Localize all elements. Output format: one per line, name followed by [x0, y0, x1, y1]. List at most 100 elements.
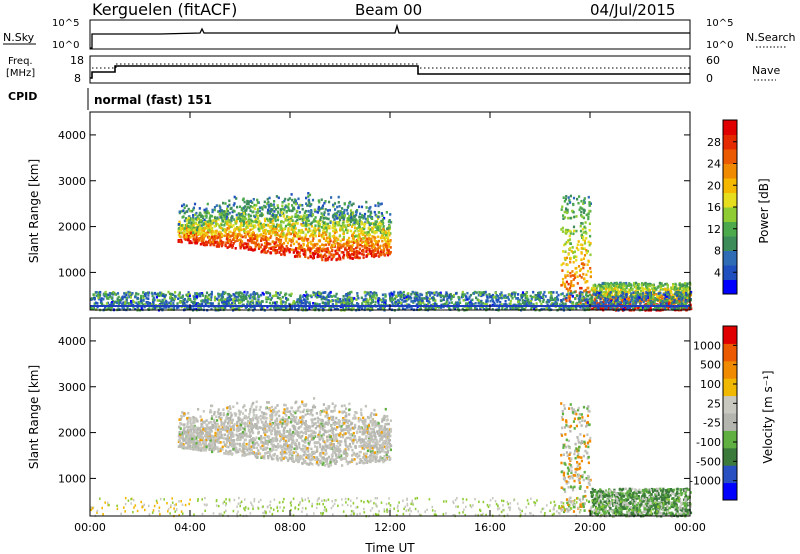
echo-cell [255, 204, 258, 207]
echo-cell [562, 214, 565, 217]
echo-cell [566, 202, 569, 206]
echo-cell [511, 292, 514, 296]
echo-cell [611, 283, 614, 286]
echo-cell [280, 227, 283, 230]
echo-cell [418, 298, 421, 301]
echo-cell [240, 213, 243, 216]
echo-cell [320, 297, 323, 301]
echo-cell [308, 201, 311, 204]
echo-cell [328, 255, 331, 259]
echo-cell [678, 300, 682, 304]
echo-cell [327, 302, 330, 305]
echo-cell [178, 220, 181, 224]
echo-cell [582, 216, 585, 220]
echo-cell [302, 301, 305, 305]
echo-cell [268, 209, 271, 213]
echo-cell [387, 245, 390, 248]
echo-cell [212, 219, 215, 222]
echo-cell [251, 233, 254, 236]
echo-cell [211, 219, 214, 223]
echo-cell [284, 301, 287, 304]
echo-cell [646, 288, 650, 292]
echo-cell [205, 216, 208, 219]
echo-cell [268, 230, 272, 234]
echo-cell [529, 300, 533, 303]
echo-cell [267, 200, 270, 204]
echo-cell [116, 299, 120, 303]
echo-cell [296, 222, 299, 225]
echo-cell [329, 221, 332, 224]
echo-cell [682, 290, 685, 293]
echo-cell [352, 237, 355, 241]
echo-cell [250, 219, 253, 223]
echo-cell [177, 227, 180, 230]
echo-cell [291, 239, 294, 243]
echo-cell [334, 208, 337, 211]
echo-cell [684, 291, 688, 295]
echo-cell [562, 217, 565, 220]
echo-cell [632, 291, 635, 294]
echo-cell [335, 252, 338, 255]
echo-cell [675, 307, 678, 311]
echo-cell [582, 306, 585, 310]
echo-cell [318, 233, 321, 236]
echo-cell [194, 226, 197, 230]
echo-cell [343, 243, 346, 246]
echo-cell [636, 299, 639, 302]
echo-cell [521, 294, 524, 298]
echo-cell [317, 307, 320, 311]
echo-cell [134, 295, 137, 299]
echo-cell [246, 199, 249, 203]
echo-cell [230, 216, 233, 220]
echo-cell [306, 230, 310, 234]
echo-cell [320, 226, 323, 229]
echo-cell [177, 223, 180, 226]
echo-cell [337, 201, 340, 204]
echo-cell [401, 307, 405, 311]
echo-cell [336, 217, 339, 220]
echo-cell [625, 300, 628, 303]
echo-cell [659, 305, 663, 309]
echo-cell [284, 224, 288, 228]
echo-cell [567, 196, 570, 199]
echo-cell [339, 298, 342, 301]
noise-sky-label: N.Sky [3, 31, 35, 44]
echo-cell [236, 295, 239, 299]
echo-cell [250, 241, 253, 244]
echo-cell [275, 294, 278, 297]
echo-cell [163, 297, 166, 300]
echo-cell [294, 199, 298, 203]
echo-cell [662, 293, 665, 296]
echo-cell [217, 236, 220, 239]
echo-cell [305, 202, 308, 205]
echo-cell [569, 201, 572, 204]
echo-cell [200, 232, 203, 236]
echo-cell [247, 224, 250, 228]
echo-cell [240, 300, 243, 303]
echo-cell [319, 245, 322, 248]
echo-cell [572, 196, 576, 200]
echo-cell [184, 238, 187, 241]
station-title: Kerguelen (fitACF) [92, 0, 237, 19]
echo-cell [618, 282, 621, 286]
echo-cell [547, 300, 550, 304]
echo-cell [221, 234, 224, 237]
echo-cell [246, 226, 249, 229]
echo-cell [571, 274, 574, 277]
echo-cell [445, 291, 448, 294]
echo-cell [200, 234, 203, 238]
echo-cell [330, 243, 333, 247]
echo-cell [206, 297, 210, 301]
echo-cell [338, 254, 341, 257]
echo-cell [224, 212, 227, 215]
echo-cell [217, 218, 220, 221]
echo-cell [607, 298, 610, 301]
echo-cell [312, 254, 315, 258]
echo-cell [99, 293, 102, 297]
echo-cell [643, 287, 647, 291]
echo-cell [365, 250, 368, 253]
echo-cell [565, 280, 568, 284]
echo-cell [276, 244, 279, 247]
echo-cell [264, 205, 267, 209]
echo-cell [515, 297, 518, 300]
